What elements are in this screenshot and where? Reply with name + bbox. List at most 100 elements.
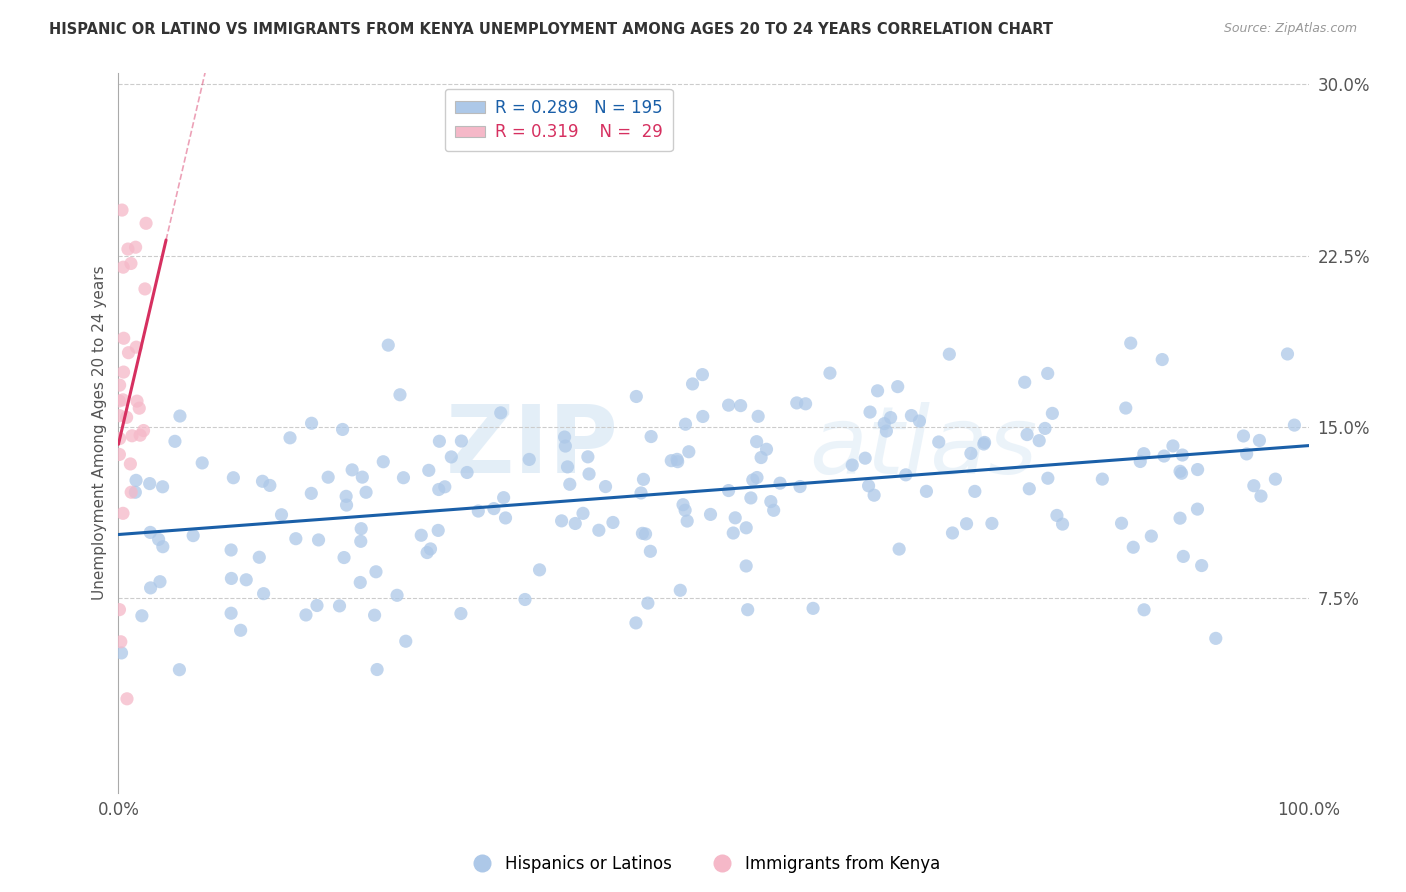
Point bbox=[717, 398, 740, 412]
Point bbox=[747, 409, 769, 424]
Point bbox=[908, 414, 931, 428]
Point bbox=[572, 507, 595, 521]
Point bbox=[110, 634, 132, 648]
Point bbox=[633, 472, 655, 486]
Point bbox=[637, 596, 659, 610]
Point bbox=[349, 575, 371, 590]
Point bbox=[125, 340, 148, 354]
Point bbox=[363, 608, 385, 623]
Point bbox=[1133, 603, 1156, 617]
Point bbox=[111, 506, 134, 520]
Point bbox=[723, 526, 745, 541]
Point bbox=[517, 452, 540, 467]
Point bbox=[955, 516, 977, 531]
Point bbox=[769, 476, 792, 491]
Point bbox=[588, 523, 610, 537]
Point bbox=[340, 463, 363, 477]
Point bbox=[564, 516, 586, 531]
Point bbox=[630, 486, 652, 500]
Point bbox=[1168, 464, 1191, 478]
Point bbox=[247, 550, 270, 565]
Point bbox=[963, 484, 986, 499]
Point bbox=[1015, 427, 1038, 442]
Point bbox=[900, 409, 922, 423]
Point bbox=[111, 392, 134, 407]
Point bbox=[169, 663, 191, 677]
Point bbox=[717, 483, 740, 498]
Point bbox=[259, 478, 281, 492]
Point bbox=[858, 479, 880, 493]
Point bbox=[682, 376, 704, 391]
Point bbox=[335, 498, 357, 512]
Point bbox=[602, 516, 624, 530]
Point bbox=[735, 521, 758, 535]
Point bbox=[1122, 541, 1144, 555]
Point bbox=[112, 365, 135, 379]
Point bbox=[125, 474, 148, 488]
Point bbox=[886, 379, 908, 393]
Point bbox=[221, 571, 243, 585]
Point bbox=[1161, 439, 1184, 453]
Point bbox=[595, 479, 617, 493]
Point bbox=[308, 533, 330, 547]
Point bbox=[416, 545, 439, 559]
Point bbox=[181, 528, 204, 542]
Point bbox=[640, 429, 662, 443]
Point bbox=[108, 602, 131, 616]
Point bbox=[1187, 462, 1209, 476]
Point bbox=[152, 480, 174, 494]
Point bbox=[427, 524, 450, 538]
Point bbox=[576, 450, 599, 464]
Point bbox=[495, 511, 517, 525]
Point bbox=[482, 501, 505, 516]
Point bbox=[350, 522, 373, 536]
Point bbox=[120, 256, 142, 270]
Point bbox=[377, 338, 399, 352]
Point bbox=[866, 384, 889, 398]
Point bbox=[301, 417, 323, 431]
Point bbox=[124, 240, 146, 254]
Point bbox=[554, 439, 576, 453]
Point bbox=[492, 491, 515, 505]
Point bbox=[634, 527, 657, 541]
Point bbox=[873, 417, 896, 431]
Point bbox=[117, 242, 139, 256]
Point bbox=[139, 581, 162, 595]
Point bbox=[699, 508, 721, 522]
Y-axis label: Unemployment Among Ages 20 to 24 years: Unemployment Among Ages 20 to 24 years bbox=[93, 266, 107, 600]
Point bbox=[789, 479, 811, 493]
Point bbox=[328, 599, 350, 613]
Point bbox=[762, 503, 785, 517]
Point bbox=[724, 511, 747, 525]
Point bbox=[578, 467, 600, 481]
Point bbox=[1036, 367, 1059, 381]
Point bbox=[558, 477, 581, 491]
Point bbox=[640, 544, 662, 558]
Point bbox=[350, 534, 373, 549]
Point bbox=[676, 514, 699, 528]
Point bbox=[427, 483, 450, 497]
Point bbox=[550, 514, 572, 528]
Point bbox=[875, 424, 897, 438]
Point bbox=[1033, 421, 1056, 435]
Point bbox=[1232, 429, 1254, 443]
Point bbox=[853, 451, 876, 466]
Point bbox=[863, 488, 886, 502]
Point bbox=[295, 607, 318, 622]
Point bbox=[928, 435, 950, 450]
Point bbox=[163, 434, 186, 449]
Point bbox=[737, 603, 759, 617]
Point bbox=[1052, 517, 1074, 532]
Point bbox=[669, 583, 692, 598]
Point bbox=[132, 424, 155, 438]
Point bbox=[335, 489, 357, 503]
Point bbox=[124, 485, 146, 500]
Point bbox=[332, 422, 354, 436]
Text: atlas: atlas bbox=[808, 401, 1038, 492]
Point bbox=[879, 410, 901, 425]
Point bbox=[110, 646, 132, 660]
Point bbox=[120, 485, 142, 500]
Point bbox=[1133, 447, 1156, 461]
Point bbox=[741, 473, 763, 487]
Point bbox=[794, 397, 817, 411]
